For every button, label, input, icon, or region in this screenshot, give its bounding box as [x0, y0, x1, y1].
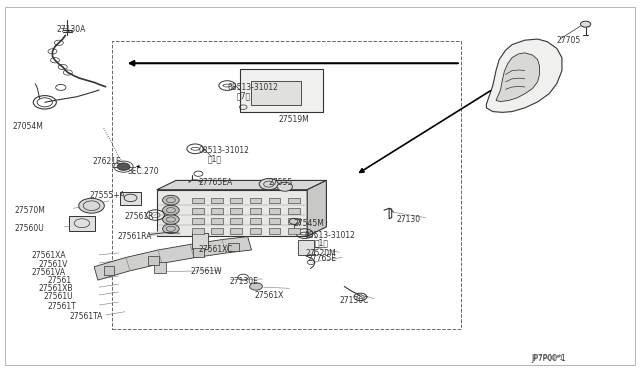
Bar — [148, 256, 159, 265]
Bar — [228, 243, 239, 251]
Circle shape — [117, 163, 130, 170]
Bar — [269, 218, 280, 224]
Text: JP7P00*1: JP7P00*1 — [531, 355, 566, 363]
Text: 27561U: 27561U — [44, 292, 73, 301]
Text: 27130E: 27130E — [229, 278, 258, 286]
Circle shape — [163, 195, 179, 205]
Bar — [250, 208, 261, 214]
Text: （1）: （1） — [314, 239, 328, 248]
Text: JP7P00*1: JP7P00*1 — [532, 355, 564, 361]
Text: 27561W: 27561W — [191, 267, 222, 276]
Circle shape — [580, 21, 591, 27]
Text: 27054M: 27054M — [13, 122, 44, 131]
Bar — [154, 262, 166, 273]
Bar — [250, 228, 261, 234]
Polygon shape — [307, 180, 326, 236]
Bar — [230, 208, 242, 214]
Bar — [250, 198, 261, 203]
Text: 27130C: 27130C — [339, 296, 369, 305]
Text: 27561VA: 27561VA — [32, 268, 66, 277]
Bar — [192, 232, 208, 249]
Text: 27765E: 27765E — [307, 254, 336, 263]
Polygon shape — [157, 190, 307, 236]
Polygon shape — [486, 39, 562, 112]
Circle shape — [163, 215, 179, 224]
Text: 27555+A: 27555+A — [90, 191, 125, 200]
Text: 27561XC: 27561XC — [198, 245, 232, 254]
Bar — [288, 218, 300, 224]
Bar — [269, 198, 280, 203]
Text: 27561T: 27561T — [48, 302, 77, 311]
Text: 27561TA: 27561TA — [69, 312, 102, 321]
Text: 27545M: 27545M — [293, 219, 324, 228]
Text: 27560U: 27560U — [14, 224, 44, 233]
Polygon shape — [94, 237, 252, 280]
Text: 27705: 27705 — [557, 36, 581, 45]
Bar — [120, 192, 141, 205]
Bar — [192, 228, 204, 234]
Text: 27555: 27555 — [269, 178, 293, 187]
Polygon shape — [157, 180, 326, 190]
Text: 08513-31012: 08513-31012 — [227, 83, 278, 92]
Bar — [192, 198, 204, 203]
Text: 27561V: 27561V — [38, 260, 68, 269]
Text: 27561RA: 27561RA — [117, 232, 152, 241]
Bar — [211, 198, 223, 203]
Circle shape — [163, 205, 179, 215]
Text: （1）: （1） — [208, 155, 222, 164]
Text: 27561R: 27561R — [125, 212, 154, 221]
Text: 27130A: 27130A — [56, 25, 86, 34]
Bar — [192, 208, 204, 214]
Bar — [251, 81, 301, 105]
Bar — [230, 218, 242, 224]
Text: SEC.270: SEC.270 — [128, 167, 159, 176]
Text: 27130: 27130 — [397, 215, 421, 224]
Polygon shape — [496, 53, 540, 102]
Bar — [230, 228, 242, 234]
Bar — [298, 240, 314, 255]
Circle shape — [259, 179, 278, 190]
Text: 08513-31012: 08513-31012 — [305, 231, 355, 240]
Bar — [104, 266, 114, 275]
Text: （7）: （7） — [237, 92, 251, 100]
Bar — [112, 41, 461, 329]
Circle shape — [79, 198, 104, 213]
Bar — [230, 198, 242, 203]
Text: 27765EA: 27765EA — [198, 178, 233, 187]
Text: 27561XA: 27561XA — [32, 251, 67, 260]
Text: 08513-31012: 08513-31012 — [198, 146, 249, 155]
Bar — [250, 218, 261, 224]
Bar — [69, 216, 95, 231]
Bar — [288, 198, 300, 203]
Text: 27561: 27561 — [48, 276, 72, 285]
Bar — [240, 69, 323, 112]
Text: 27621E: 27621E — [93, 157, 122, 166]
Text: 27519M: 27519M — [278, 115, 309, 124]
Bar — [288, 208, 300, 214]
Circle shape — [163, 224, 179, 234]
Bar — [269, 228, 280, 234]
Bar — [211, 218, 223, 224]
Text: 27520M: 27520M — [306, 249, 337, 258]
Bar — [288, 228, 300, 234]
Text: 27570M: 27570M — [14, 206, 45, 215]
Text: 27561X: 27561X — [255, 291, 284, 300]
Bar — [193, 248, 204, 257]
Circle shape — [250, 283, 262, 290]
Circle shape — [277, 182, 292, 191]
Bar — [211, 228, 223, 234]
Bar — [192, 218, 204, 224]
Bar — [211, 208, 223, 214]
Text: 27561XB: 27561XB — [38, 284, 73, 293]
Bar — [269, 208, 280, 214]
